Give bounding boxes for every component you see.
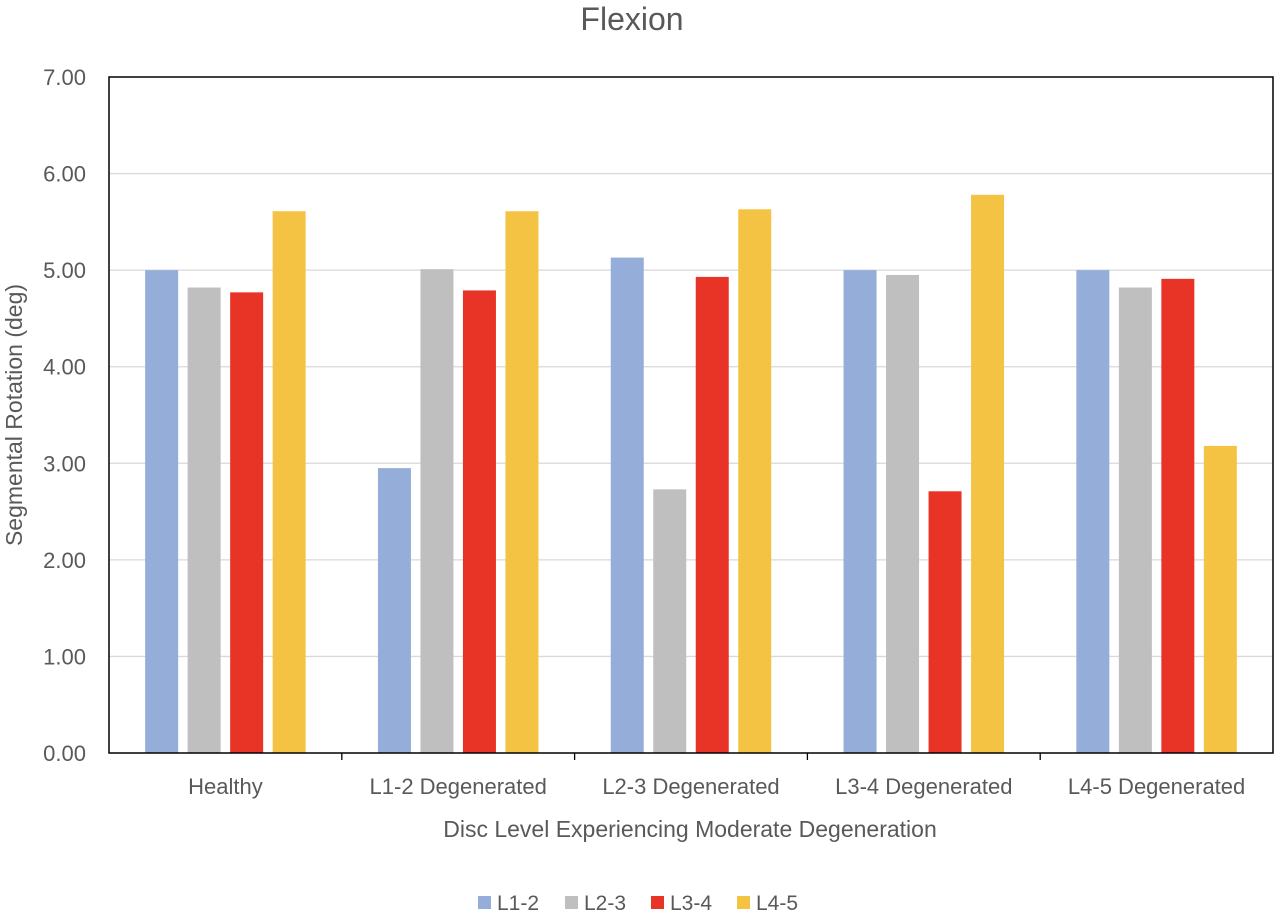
bar-L4-5-0 [272,211,306,754]
plot-area-border [108,76,1274,754]
bar-L1-2-0 [145,270,179,753]
y-tick-label: 5.00 [43,258,86,283]
legend-swatch-L1-2 [478,896,491,909]
x-axis-tick-labels: Healthy L1-2 Degenerated L2-3 Degenerated L… [188,774,1245,799]
y-tick-label: 4.00 [43,355,86,380]
bar-L1-2-3 [843,270,877,753]
x-tick-label: L4-5 Degenerated [1068,774,1245,799]
legend-swatch-L2-3 [565,896,578,909]
bar-L3-4-1 [462,290,496,753]
legend-label: L1-2 [497,892,539,915]
bar-L1-2-4 [1076,270,1110,753]
y-tick-label: 3.00 [43,451,86,476]
bar-L4-5-3 [971,194,1005,753]
bar-L1-2-1 [377,468,411,753]
legend-label: L2-3 [584,892,626,915]
bar-L3-4-2 [695,276,729,753]
y-tick-label: 6.00 [43,162,86,187]
x-tick-label: L1-2 Degenerated [370,774,547,799]
bar-L2-3-4 [1118,287,1152,753]
bars [145,194,1237,754]
x-tick-label: Healthy [188,774,263,799]
bar-L2-3-1 [420,269,454,753]
legend-swatch-L3-4 [651,896,664,909]
chart-title: Flexion [580,1,683,37]
bar-L2-3-0 [187,287,221,753]
y-tick-label: 2.00 [43,548,86,573]
bar-L2-3-3 [886,274,920,753]
bar-L2-3-2 [653,489,687,753]
x-tick-label: L3-4 Degenerated [835,774,1012,799]
x-axis-label: Disc Level Experiencing Moderate Degener… [443,816,937,842]
bar-L3-4-0 [230,292,264,753]
legend-swatch-L4-5 [737,896,750,909]
bar-L3-4-4 [1161,278,1195,753]
bar-L3-4-3 [928,491,962,753]
y-tick-label: 1.00 [43,644,86,669]
y-tick-label: 7.00 [43,65,86,90]
x-tick-label: L2-3 Degenerated [602,774,779,799]
legend: L1-2 L2-3 L3-4 L4-5 [478,892,798,915]
bar-L4-5-4 [1203,445,1237,753]
legend-label: L3-4 [670,892,712,915]
bar-L1-2-2 [610,257,644,753]
bar-L4-5-2 [738,209,772,753]
y-axis-label: Segmental Rotation (deg) [1,284,27,546]
y-axis-tick-labels: 0.00 1.00 2.00 3.00 4.00 5.00 6.00 7.00 [43,65,86,766]
bar-L4-5-1 [505,211,539,754]
legend-label: L4-5 [756,892,798,915]
y-tick-label: 0.00 [43,741,86,766]
x-axis-ticks [341,753,1041,760]
